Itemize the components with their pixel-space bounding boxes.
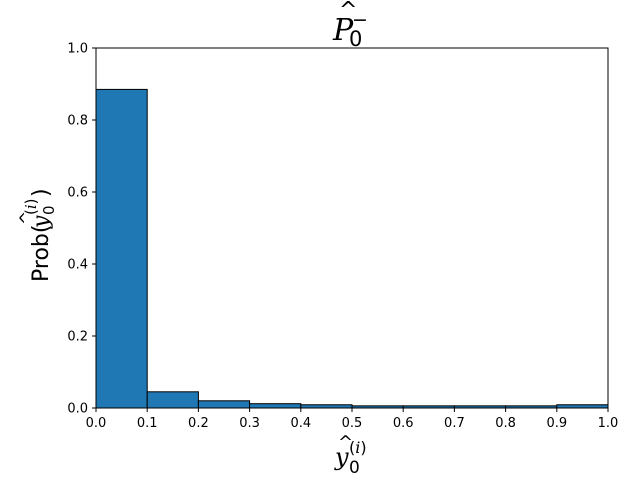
bars-group <box>95 88 609 409</box>
svg-text:^: ^ <box>338 432 353 453</box>
y-axis-ticks: 0.0 0.2 0.4 0.6 0.8 1.0 <box>67 42 96 417</box>
svg-text:0: 0 <box>349 27 362 51</box>
x-tick-label-2: 0.2 <box>188 416 209 431</box>
x-tick-label-10: 1.0 <box>598 416 619 431</box>
y-tick-label-5: 1.0 <box>67 42 88 57</box>
x-tick-label-5: 0.5 <box>342 416 363 431</box>
y-axis-label: Prob( y ^ 0 (i) ) <box>17 188 58 282</box>
y-tick-label-4: 0.8 <box>67 114 88 129</box>
svg-text:y: y <box>29 215 54 229</box>
x-tick-label-1: 0.1 <box>137 416 158 431</box>
x-tick-label-6: 0.6 <box>393 416 414 431</box>
x-tick-label-4: 0.4 <box>290 416 311 431</box>
svg-text:(i): (i) <box>349 438 367 457</box>
svg-text:): ) <box>29 188 54 197</box>
plot-frame <box>95 47 609 409</box>
y-tick-label-0: 0.0 <box>67 402 88 417</box>
svg-text:(i): (i) <box>22 198 40 215</box>
histogram-bar-3 <box>249 403 302 409</box>
histogram-bar-1 <box>146 391 199 409</box>
svg-text:−: − <box>352 9 368 31</box>
x-tick-label-8: 0.8 <box>495 416 516 431</box>
svg-text:P: P <box>332 13 354 48</box>
svg-text:0: 0 <box>40 205 58 215</box>
svg-text:y: y <box>334 443 349 471</box>
chart-title: P ^ 0 − <box>332 0 368 51</box>
svg-text:0: 0 <box>349 458 360 478</box>
x-tick-label-3: 0.3 <box>239 416 260 431</box>
svg-text:^: ^ <box>17 211 37 225</box>
x-axis-label: y ^ 0 (i) <box>334 432 367 478</box>
svg-text:^: ^ <box>339 0 357 23</box>
y-tick-label-2: 0.4 <box>67 258 88 273</box>
x-axis-ticks: 0.0 0.1 0.2 0.3 0.4 0.5 0.6 0.7 0.8 0.9 1.0 <box>86 408 619 431</box>
histogram-bar-0 <box>95 88 148 409</box>
histogram-bar-2 <box>197 400 251 409</box>
x-tick-label-9: 0.9 <box>546 416 567 431</box>
y-tick-label-1: 0.2 <box>67 330 88 345</box>
y-tick-label-3: 0.6 <box>67 186 88 201</box>
x-tick-label-0: 0.0 <box>86 416 107 431</box>
svg-text:Prob(: Prob( <box>29 225 54 282</box>
x-tick-label-7: 0.7 <box>444 416 465 431</box>
